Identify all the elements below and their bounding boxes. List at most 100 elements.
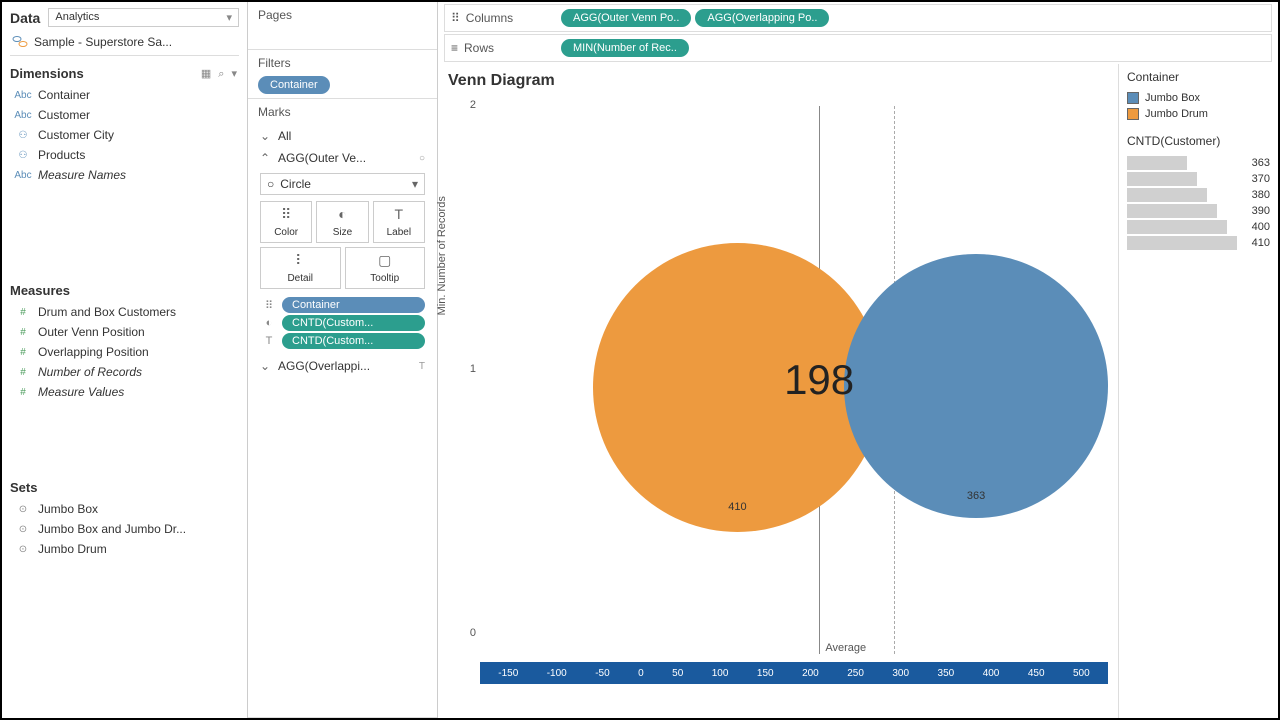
data-panel: Data Analytics ▾ Sample - Superstore Sa.… [2,2,248,718]
x-tick: 400 [983,668,1000,679]
field-type-icon: Abc [14,170,32,181]
field-type-icon: # [14,327,32,338]
dimension-field[interactable]: ⚇ Customer City [10,125,239,145]
field-label: Number of Records [38,365,142,379]
size-legend-row: 380 [1127,188,1270,202]
columns-pill[interactable]: AGG(Overlapping Po.. [695,9,829,27]
field-type-icon: ⚇ [14,130,32,141]
dimension-field[interactable]: Abc Measure Names [10,165,239,185]
columns-label: Columns [466,11,513,25]
mark-pill-icon: T [260,335,278,347]
datasource-icon [12,35,28,49]
mark-pill-label: Container [282,297,425,313]
marks-layer-label: AGG(Overlappi... [278,359,370,373]
mark-tooltip-button[interactable]: ▢Tooltip [345,247,426,289]
field-type-icon: # [14,347,32,358]
columns-icon: ⠿ [451,11,460,25]
field-label: Measure Values [38,385,124,399]
average-label: Average [825,642,866,654]
size-value: 370 [1248,173,1270,185]
chevron-icon: ⌄ [260,129,272,143]
legend-panel: Container Jumbo BoxJumbo Drum CNTD(Custo… [1118,64,1278,718]
field-label: Products [38,148,85,162]
y-tick: 0 [470,627,476,639]
field-label: Jumbo Box [38,502,98,516]
mark-color-button[interactable]: ⠿Color [260,201,312,243]
data-tab[interactable]: Data [10,10,40,26]
analytics-dropdown[interactable]: Analytics ▾ [48,8,239,27]
rows-pill[interactable]: MIN(Number of Rec.. [561,39,689,57]
field-label: Measure Names [38,168,126,182]
measure-field[interactable]: # Overlapping Position [10,342,239,362]
chevron-icon: ⌃ [260,151,272,165]
measure-field[interactable]: #Drum and Box Customers [10,302,239,322]
main-area: ⠿ Columns AGG(Outer Venn Po..AGG(Overlapp… [438,2,1278,718]
size-value: 400 [1248,221,1270,233]
measure-field[interactable]: # Outer Venn Position [10,322,239,342]
legend-item[interactable]: Jumbo Box [1127,90,1270,106]
measure-field[interactable]: #Measure Values [10,382,239,402]
dimensions-tools[interactable]: ▦ ⌕ ▾ [201,67,239,81]
mark-pill-label: CNTD(Custom... [282,333,425,349]
viz-title: Venn Diagram [448,70,1108,94]
x-tick: -50 [595,668,609,679]
dimensions-heading: Dimensions [10,66,84,81]
set-icon: ⊙ [14,504,32,515]
size-legend-title: CNTD(Customer) [1127,132,1270,154]
field-type-icon: Abc [14,110,32,121]
field-label: Outer Venn Position [38,325,145,339]
rows-icon: ≡ [451,41,458,55]
mark-size-button[interactable]: ◐Size [316,201,368,243]
columns-shelf[interactable]: ⠿ Columns AGG(Outer Venn Po..AGG(Overlapp… [444,4,1272,32]
set-field[interactable]: ⊙Jumbo Box and Jumbo Dr... [10,519,239,539]
venn-circle[interactable] [844,254,1108,518]
dimension-field[interactable]: AbcContainer [10,85,239,105]
mark-assigned-pill[interactable]: ⠿Container [260,297,425,313]
size-bar [1127,236,1237,250]
measures-heading: Measures [10,283,70,298]
marks-layer-row[interactable]: ⌄AGG(Overlappi...T [258,355,427,377]
y-axis-label: Min. Number of Records [436,196,448,315]
set-field[interactable]: ⊙ Jumbo Box [10,499,239,519]
x-tick: 50 [672,668,683,679]
mark-detail-button[interactable]: ⠇Detail [260,247,341,289]
y-tick: 2 [470,99,476,111]
mark-label-button[interactable]: TLabel [373,201,425,243]
field-label: Overlapping Position [38,345,149,359]
mark-type-icon: ○ [267,177,274,191]
datasource-item[interactable]: Sample - Superstore Sa... [10,29,239,56]
mark-pill-label: CNTD(Custom... [282,315,425,331]
size-value: 390 [1248,205,1270,217]
mark-type-label: Circle [280,177,311,191]
filter-pill-container[interactable]: Container [258,76,330,94]
size-legend-row: 410 [1127,236,1270,250]
rows-shelf[interactable]: ≡ Rows MIN(Number of Rec.. [444,34,1272,62]
x-tick: 350 [938,668,955,679]
field-label: Customer City [38,128,114,142]
set-icon: ⊙ [14,544,32,555]
mark-button-icon: ⠇ [263,252,338,270]
circle-label: 363 [967,490,985,502]
dimension-field[interactable]: ⚇Products [10,145,239,165]
size-legend-row: 400 [1127,220,1270,234]
columns-pill[interactable]: AGG(Outer Venn Po.. [561,9,691,27]
marks-layer-row[interactable]: ⌄All [258,125,427,147]
x-tick: -100 [547,668,567,679]
cards-panel: Pages Filters Container Marks ⌄All⌃AGG(O… [248,2,438,718]
filters-title: Filters [258,54,427,76]
size-legend-row: 363 [1127,156,1270,170]
dimension-field[interactable]: AbcCustomer [10,105,239,125]
viz-canvas[interactable]: Venn Diagram Min. Number of Records 210 … [438,64,1118,718]
field-label: Jumbo Drum [38,542,107,556]
mark-assigned-pill[interactable]: ◐CNTD(Custom... [260,315,425,331]
measure-field[interactable]: #Number of Records [10,362,239,382]
mark-assigned-pill[interactable]: T CNTD(Custom... [260,333,425,349]
mark-type-dropdown[interactable]: ○Circle▾ [260,173,425,195]
mark-button-icon: ◐ [319,206,365,224]
marks-layer-row[interactable]: ⌃AGG(Outer Ve...○ [258,147,427,169]
set-icon: ⊙ [14,524,32,535]
set-field[interactable]: ⊙ Jumbo Drum [10,539,239,559]
rows-label: Rows [464,41,494,55]
legend-item[interactable]: Jumbo Drum [1127,106,1270,122]
sets-heading: Sets [10,480,37,495]
